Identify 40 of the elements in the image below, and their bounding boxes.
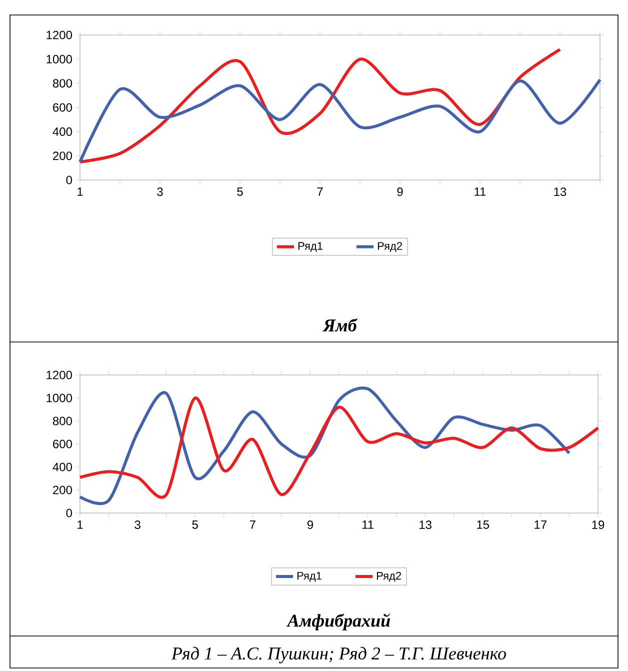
legend-label: Ряд2 [376, 572, 401, 582]
x-tick-label: 13 [420, 520, 432, 530]
x-tick-label: 1 [78, 188, 83, 196]
y-tick-label: 200 [53, 486, 72, 494]
x-tick-label: 13 [554, 188, 566, 196]
legend-label: Ряд2 [378, 242, 402, 252]
text: Амфибрахий [286, 614, 390, 630]
y-tick-label: 1000 [46, 54, 72, 64]
text: Ряд 1 – А.С. Пушкин; Ряд 2 – Т.Г. Шевченко [171, 646, 506, 664]
line-series [78, 78, 602, 164]
legend-label: Ряд1 [298, 242, 322, 252]
y-tick-label: 0 [66, 508, 72, 518]
x-tick-label: 3 [134, 520, 140, 530]
y-tick-label: 1200 [46, 370, 72, 380]
x-tick-label: 5 [192, 520, 198, 529]
y-tick-label: 800 [52, 79, 72, 88]
x-tick-label: 9 [397, 188, 403, 196]
line-series [78, 48, 562, 164]
x-tick-label: 7 [317, 188, 323, 196]
x-tick-label: 7 [250, 520, 256, 529]
y-tick-label: 200 [53, 152, 72, 160]
legend-label: Ряд1 [297, 572, 322, 582]
x-tick-label: 9 [307, 520, 313, 530]
text: Ямб [322, 318, 358, 332]
y-tick-label: 400 [52, 127, 72, 136]
x-tick-label: 1 [78, 520, 83, 529]
x-tick-label: 3 [157, 188, 163, 196]
x-tick-label: 5 [237, 188, 243, 196]
y-tick-label: 1000 [46, 394, 72, 402]
y-tick-label: 400 [52, 462, 72, 472]
y-tick-label: 1200 [46, 30, 72, 40]
x-tick-label: 19 [592, 520, 604, 530]
y-tick-label: 800 [52, 416, 72, 426]
y-tick-label: 600 [53, 103, 72, 112]
x-tick-label: 11 [362, 520, 374, 529]
y-tick-label: 600 [53, 440, 72, 448]
x-tick-label: 17 [534, 520, 547, 529]
x-tick-label: 15 [477, 520, 490, 529]
x-tick-label: 11 [474, 188, 486, 196]
y-tick-label: 0 [66, 176, 72, 184]
